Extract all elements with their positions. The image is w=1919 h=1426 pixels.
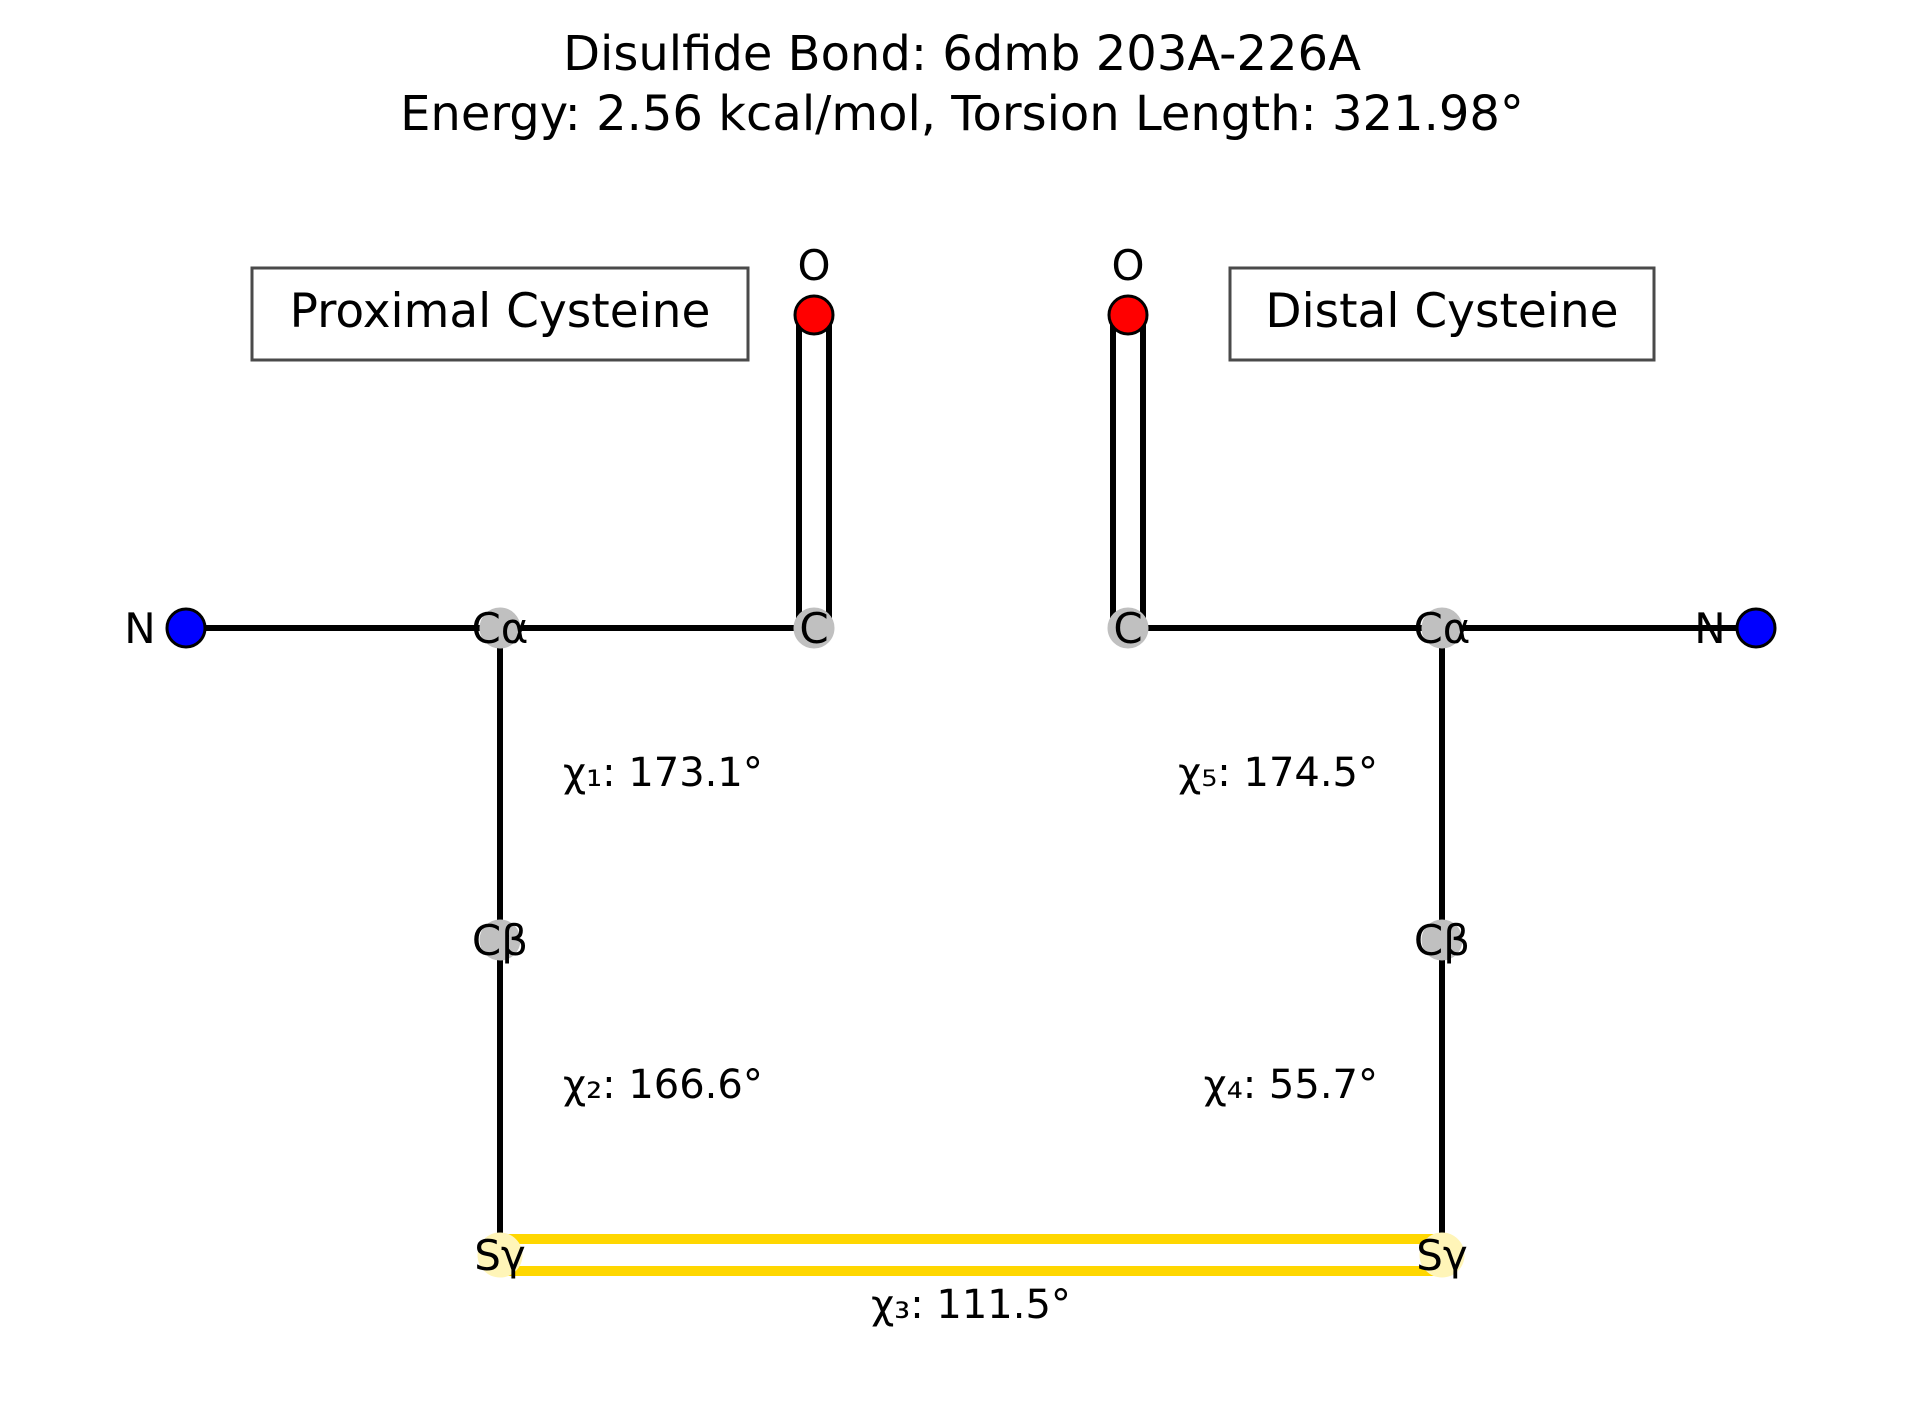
proximal-cb-atom <box>479 919 521 961</box>
proximal-cb-label: Cβ <box>472 916 528 965</box>
bonds <box>183 312 1759 1258</box>
chi3-label: χ₃: 111.5° <box>871 1282 1071 1328</box>
proximal-sg-label: Sγ <box>474 1231 526 1280</box>
distal-c-label: C <box>1113 604 1142 653</box>
chi1-label: χ₁: 173.1° <box>563 750 763 796</box>
proximal-c-label: C <box>799 604 828 653</box>
proximal-o-label: O <box>797 241 830 290</box>
distal-n-label: N <box>1694 604 1725 653</box>
distal-sg-label: Sγ <box>1416 1231 1468 1280</box>
proximal-ca-atom <box>479 607 521 649</box>
atom-labels: N Cα C O Cβ Sγ N Cα C O Cβ Sγ <box>124 241 1725 1280</box>
chi2-label: χ₂: 166.6° <box>563 1062 763 1108</box>
proximal-oxygen-atom <box>793 294 835 336</box>
proximal-ca-label: Cα <box>471 604 528 653</box>
proximal-label: Proximal Cysteine <box>290 284 711 339</box>
distal-label-box: Distal Cysteine <box>1228 266 1656 362</box>
distal-oxygen-atom <box>1107 294 1149 336</box>
distal-o-label: O <box>1111 241 1144 290</box>
distal-sg-atom <box>1419 1232 1465 1278</box>
proximal-label-frame <box>250 266 750 362</box>
distal-ca-label: Cα <box>1413 604 1470 653</box>
proximal-c-atom <box>793 607 835 649</box>
distal-cb-atom <box>1421 919 1463 961</box>
atoms <box>165 294 1777 1278</box>
proximal-sg-atom <box>477 1232 523 1278</box>
title-line-1: Disulfide Bond: 6dmb 203A-226A <box>563 26 1361 82</box>
proximal-label-box: Proximal Cysteine <box>250 266 750 362</box>
distal-cb-label: Cβ <box>1414 916 1470 965</box>
chi4-label: χ₄: 55.7° <box>1204 1062 1378 1108</box>
distal-nitrogen-atom <box>1735 607 1777 649</box>
disulfide-bond <box>500 1234 1442 1276</box>
proximal-nitrogen-atom <box>165 607 207 649</box>
distal-label: Distal Cysteine <box>1265 284 1618 339</box>
title-line-2: Energy: 2.56 kcal/mol, Torsion Length: 3… <box>400 86 1524 142</box>
distal-ca-atom <box>1421 607 1463 649</box>
distal-c-atom <box>1107 607 1149 649</box>
torsion-labels: χ₁: 173.1° χ₂: 166.6° χ₃: 111.5° χ₄: 55.… <box>563 750 1378 1328</box>
chi5-label: χ₅: 174.5° <box>1178 750 1378 796</box>
distal-label-frame <box>1228 266 1656 362</box>
proximal-n-label: N <box>124 604 155 653</box>
